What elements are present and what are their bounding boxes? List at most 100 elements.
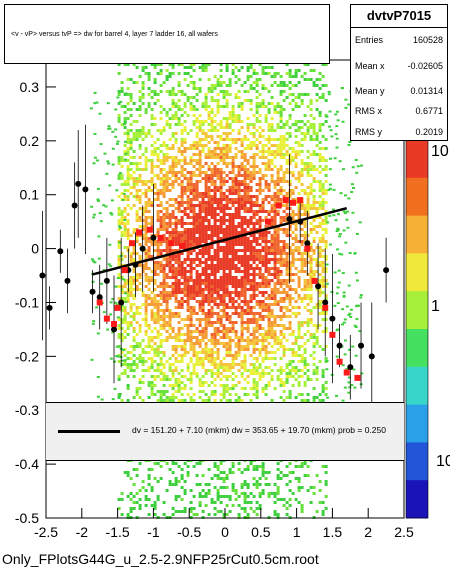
density-cell: [147, 189, 151, 192]
density-cell: [153, 78, 157, 81]
density-cell: [243, 249, 247, 252]
density-cell: [120, 297, 124, 300]
density-cell: [252, 210, 256, 213]
density-cell: [270, 279, 274, 282]
density-cell: [192, 204, 196, 207]
density-cell: [207, 204, 211, 207]
density-cell: [123, 363, 127, 366]
density-cell: [180, 348, 184, 351]
density-cell: [312, 345, 316, 348]
density-cell: [258, 348, 262, 351]
density-cell: [216, 318, 220, 321]
density-cell: [147, 246, 151, 249]
density-cell: [210, 138, 214, 141]
density-cell: [300, 126, 304, 129]
density-cell: [150, 90, 154, 93]
density-cell: [177, 267, 181, 270]
density-cell: [126, 195, 130, 198]
density-cell: [126, 165, 130, 168]
density-cell: [306, 93, 310, 96]
density-cell: [285, 372, 289, 375]
density-cell: [249, 66, 253, 69]
density-cell: [270, 123, 274, 126]
density-cell: [120, 318, 124, 321]
density-cell: [246, 300, 250, 303]
density-cell: [252, 384, 256, 387]
density-cell: [231, 387, 235, 390]
density-cell: [303, 234, 307, 237]
density-cell: [129, 276, 133, 279]
density-cell: [291, 348, 295, 351]
density-cell: [306, 168, 310, 171]
density-cell: [210, 375, 214, 378]
density-cell: [240, 300, 244, 303]
density-cell: [204, 273, 208, 276]
density-cell: [213, 273, 217, 276]
density-cell: [174, 174, 178, 177]
density-cell: [252, 348, 256, 351]
density-cell: [126, 129, 130, 132]
density-cell: [300, 228, 304, 231]
density-cell: [264, 186, 268, 189]
density-cell: [216, 186, 220, 189]
density-cell: [213, 165, 217, 168]
density-cell: [321, 276, 325, 279]
density-cell: [222, 261, 226, 264]
density-cell: [267, 351, 271, 354]
density-cell: [231, 240, 235, 243]
density-cell: [117, 273, 121, 276]
density-cell: [159, 168, 163, 171]
density-cell: [276, 231, 280, 234]
density-cell: [282, 156, 286, 159]
density-cell: [126, 132, 130, 135]
density-cell: [285, 234, 289, 237]
density-cell: [153, 351, 157, 354]
density-cell: [288, 189, 292, 192]
density-cell: [243, 339, 247, 342]
density-cell: [219, 105, 223, 108]
density-cell: [222, 255, 226, 258]
density-cell: [186, 378, 190, 381]
density-cell: [165, 315, 169, 318]
density-cell: [132, 312, 136, 315]
density-cell: [240, 486, 244, 489]
density-cell: [165, 216, 169, 219]
density-cell: [177, 231, 181, 234]
density-cell: [288, 75, 292, 78]
density-cell: [126, 300, 130, 303]
density-cell: [183, 93, 187, 96]
density-cell: [270, 240, 274, 243]
density-cell: [135, 501, 139, 504]
density-cell: [177, 261, 181, 264]
density-cell: [243, 348, 247, 351]
density-cell: [183, 147, 187, 150]
density-cell: [294, 372, 298, 375]
density-cell: [201, 357, 205, 360]
density-cell: [132, 318, 136, 321]
density-cell: [252, 234, 256, 237]
density-cell: [264, 285, 268, 288]
density-cell: [186, 393, 190, 396]
density-cell: [213, 234, 217, 237]
density-cell: [186, 186, 190, 189]
density-cell: [159, 210, 163, 213]
density-cell: [168, 363, 172, 366]
density-cell: [261, 315, 265, 318]
density-cell: [153, 90, 157, 93]
density-cell: [210, 324, 214, 327]
density-cell: [219, 126, 223, 129]
density-cell: [159, 327, 163, 330]
density-cell: [210, 354, 214, 357]
density-cell: [150, 153, 154, 156]
density-cell: [315, 378, 319, 381]
density-cell: [147, 237, 151, 240]
density-cell: [135, 312, 139, 315]
density-cell: [279, 177, 283, 180]
density-cell: [213, 282, 217, 285]
density-cell: [147, 267, 151, 270]
density-cell: [252, 378, 256, 381]
density-cell: [228, 297, 232, 300]
density-cell: [225, 303, 229, 306]
density-cell: [168, 75, 172, 78]
density-cell: [234, 186, 238, 189]
